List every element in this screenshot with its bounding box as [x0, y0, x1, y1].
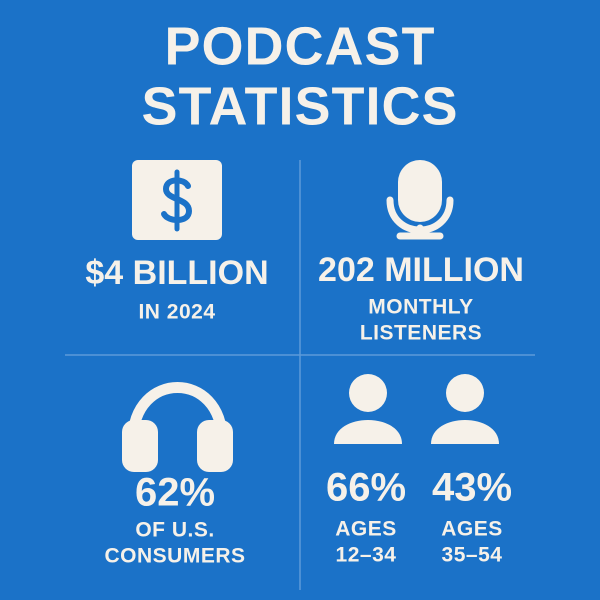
stat-value: 43% — [432, 466, 512, 510]
title-line: STATISTICS — [142, 76, 459, 136]
dollar-icon — [132, 160, 222, 240]
stat-label: MONTHLY — [368, 296, 473, 319]
stat-label: AGES — [335, 518, 397, 541]
stat-label: 12–34 — [336, 544, 397, 567]
stat-label: AGES — [441, 518, 503, 541]
headphones-icon — [122, 382, 233, 472]
person-icon — [334, 374, 402, 444]
stat-label: OF U.S. — [135, 519, 214, 542]
stat-label: 35–54 — [442, 544, 503, 567]
person-icon — [431, 374, 499, 444]
microphone-icon — [386, 160, 454, 240]
stat-label: LISTENERS — [360, 322, 482, 345]
title-line: PODCAST — [164, 16, 435, 76]
stat-label: IN 2024 — [138, 301, 215, 324]
stat-value: 62% — [135, 471, 215, 515]
stat-value: $4 BILLION — [85, 254, 268, 292]
stat-value: 202 MILLION — [318, 251, 524, 289]
stat-value: 66% — [326, 466, 406, 510]
stat-label: CONSUMERS — [104, 545, 245, 568]
